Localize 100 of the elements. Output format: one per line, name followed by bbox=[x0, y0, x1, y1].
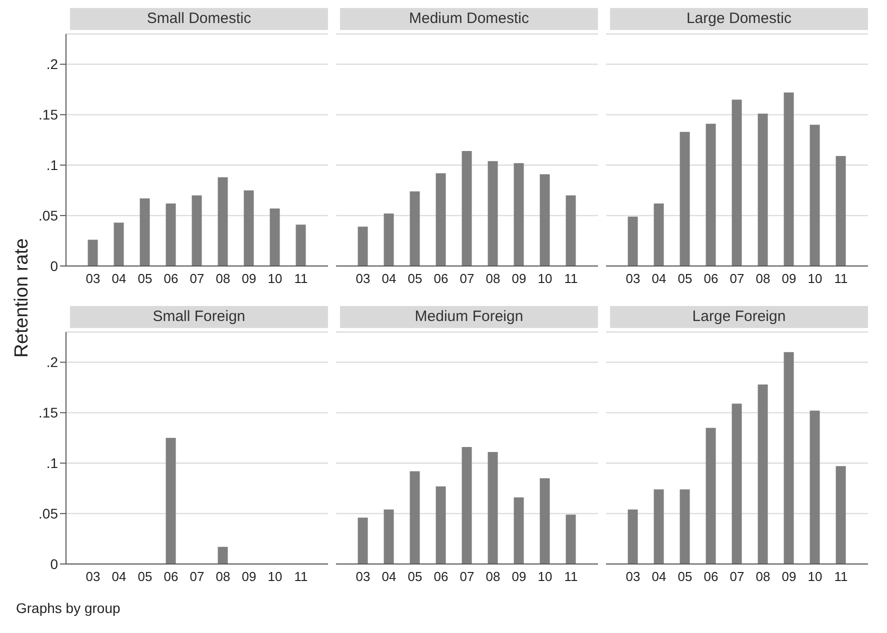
x-tick-label: 09 bbox=[512, 271, 526, 286]
bar bbox=[358, 518, 368, 564]
bar bbox=[436, 173, 446, 266]
bar bbox=[540, 174, 550, 266]
x-tick-label: 06 bbox=[164, 271, 178, 286]
x-tick-label: 05 bbox=[138, 569, 152, 584]
x-tick-label: 05 bbox=[408, 271, 422, 286]
bar bbox=[732, 100, 742, 266]
bar bbox=[784, 352, 794, 564]
bar bbox=[384, 214, 394, 266]
bar bbox=[810, 124, 820, 266]
x-tick-label: 11 bbox=[564, 271, 578, 286]
chart-title: Medium Domestic bbox=[340, 8, 598, 30]
x-tick-label: 10 bbox=[808, 569, 822, 584]
y-tick-label: .1 bbox=[46, 157, 58, 174]
bar bbox=[462, 151, 472, 266]
x-tick-label: 09 bbox=[242, 271, 256, 286]
bar bbox=[706, 124, 716, 266]
chart-title: Small Foreign bbox=[70, 306, 328, 328]
y-tick-label: 0 bbox=[50, 556, 58, 572]
y-tick-label: 0 bbox=[50, 258, 58, 274]
x-tick-label: 04 bbox=[382, 569, 396, 584]
bar bbox=[706, 428, 716, 564]
x-tick-label: 11 bbox=[834, 271, 848, 286]
bar bbox=[758, 384, 768, 564]
bar bbox=[244, 190, 254, 266]
x-tick-label: 07 bbox=[190, 569, 204, 584]
x-tick-label: 10 bbox=[538, 271, 552, 286]
bar bbox=[384, 510, 394, 564]
bar bbox=[436, 486, 446, 564]
bar bbox=[628, 216, 638, 266]
x-tick-label: 04 bbox=[382, 271, 396, 286]
x-tick-label: 09 bbox=[512, 569, 526, 584]
bar bbox=[410, 471, 420, 564]
x-tick-label: 06 bbox=[704, 569, 718, 584]
bar bbox=[114, 222, 124, 266]
x-tick-label: 11 bbox=[564, 569, 578, 584]
bar bbox=[488, 452, 498, 564]
x-tick-label: 06 bbox=[164, 569, 178, 584]
x-tick-label: 03 bbox=[86, 569, 100, 584]
x-tick-label: 07 bbox=[190, 271, 204, 286]
bar bbox=[566, 514, 576, 564]
x-tick-label: 10 bbox=[538, 569, 552, 584]
bar bbox=[514, 163, 524, 266]
y-axis-title: Retention rate bbox=[12, 238, 34, 358]
y-tick-label: .15 bbox=[38, 404, 58, 421]
x-tick-label: 07 bbox=[730, 569, 744, 584]
x-tick-label: 03 bbox=[356, 271, 370, 286]
x-tick-label: 05 bbox=[678, 271, 692, 286]
x-tick-label: 03 bbox=[86, 271, 100, 286]
bar bbox=[218, 177, 228, 266]
x-tick-label: 08 bbox=[756, 569, 770, 584]
bar bbox=[270, 208, 280, 266]
x-tick-label: 07 bbox=[730, 271, 744, 286]
x-tick-label: 06 bbox=[704, 271, 718, 286]
bar bbox=[410, 191, 420, 266]
x-tick-label: 10 bbox=[268, 271, 282, 286]
x-tick-label: 11 bbox=[834, 569, 848, 584]
text: Graphs by group bbox=[16, 600, 120, 616]
x-tick-label: 08 bbox=[486, 271, 500, 286]
bar bbox=[192, 195, 202, 266]
x-tick-label: 06 bbox=[434, 271, 448, 286]
bar bbox=[836, 156, 846, 266]
bar bbox=[654, 489, 664, 564]
bar bbox=[488, 161, 498, 266]
y-tick-label: .15 bbox=[38, 106, 58, 123]
x-tick-label: 05 bbox=[408, 569, 422, 584]
x-tick-label: 11 bbox=[294, 569, 308, 584]
y-tick-label: .2 bbox=[46, 56, 58, 72]
bar bbox=[140, 198, 150, 266]
chart-title: Medium Foreign bbox=[340, 306, 598, 328]
y-tick-label: .1 bbox=[46, 455, 58, 472]
y-tick-label: .05 bbox=[38, 506, 58, 522]
x-tick-label: 08 bbox=[756, 271, 770, 286]
x-tick-label: 04 bbox=[652, 569, 666, 584]
x-tick-label: 10 bbox=[268, 569, 282, 584]
x-tick-label: 10 bbox=[808, 271, 822, 286]
bar bbox=[784, 92, 794, 266]
x-tick-label: 05 bbox=[138, 271, 152, 286]
x-tick-label: 07 bbox=[460, 569, 474, 584]
bar bbox=[540, 478, 550, 564]
bar bbox=[166, 203, 176, 266]
bar bbox=[836, 466, 846, 564]
bar bbox=[810, 410, 820, 564]
bar bbox=[514, 497, 524, 564]
x-tick-label: 08 bbox=[486, 569, 500, 584]
y-tick-label: .05 bbox=[38, 208, 58, 224]
x-tick-label: 03 bbox=[356, 569, 370, 584]
bar bbox=[758, 114, 768, 266]
x-tick-label: 09 bbox=[242, 569, 256, 584]
x-tick-label: 08 bbox=[216, 569, 230, 584]
x-tick-label: 04 bbox=[112, 271, 126, 286]
bar bbox=[654, 203, 664, 266]
x-tick-label: 03 bbox=[626, 569, 640, 584]
bar bbox=[88, 240, 98, 266]
bar bbox=[462, 446, 472, 564]
x-tick-label: 03 bbox=[626, 271, 640, 286]
x-tick-label: 05 bbox=[678, 569, 692, 584]
x-tick-label: 11 bbox=[294, 271, 308, 286]
x-tick-label: 08 bbox=[216, 271, 230, 286]
